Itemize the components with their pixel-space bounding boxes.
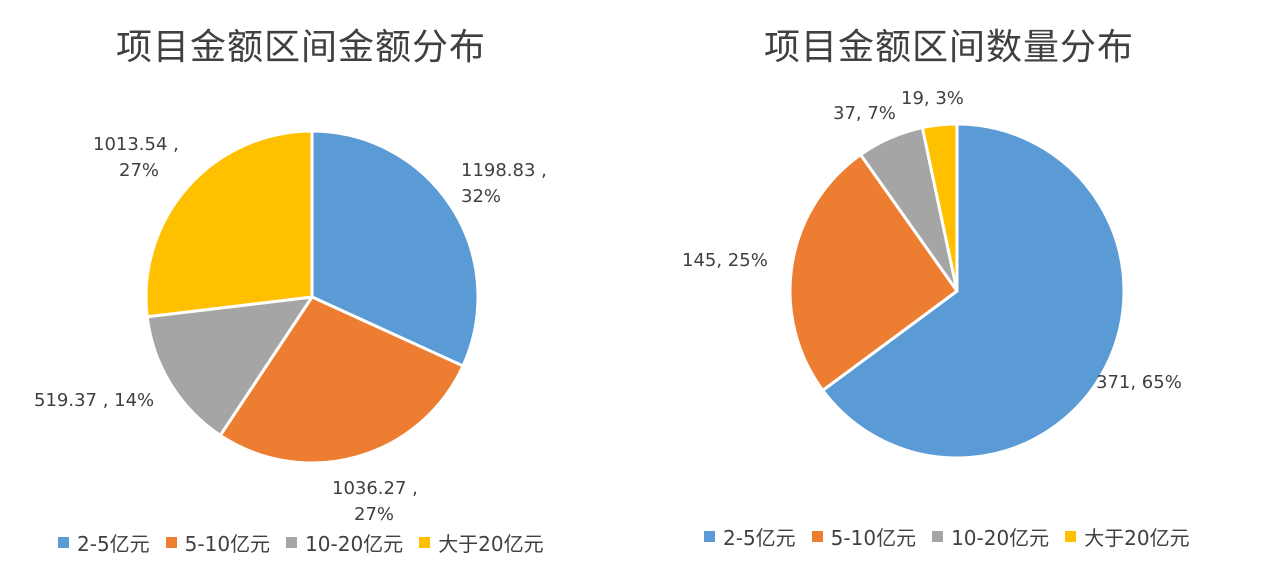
pie-chart-count [788, 122, 1126, 460]
pie-slice-2-5 [310, 129, 480, 368]
pie-slice-10-20 [145, 295, 314, 437]
pie-slice-over-20 [144, 129, 314, 319]
legend-swatch [58, 537, 69, 548]
legend-label: 10-20亿元 [951, 526, 1050, 550]
legend-item: 大于20亿元 [1065, 522, 1190, 551]
legend-label: 大于20亿元 [1084, 526, 1190, 550]
pie-slice-5-10 [788, 153, 959, 392]
legend-swatch [286, 537, 298, 548]
data-label-5-10: 1036.27 , 27% [332, 478, 418, 525]
data-label-over-20: 19, 3% [901, 88, 964, 109]
legend-swatch [1065, 531, 1077, 542]
legend-swatch [932, 531, 944, 542]
pie-slice-5-10 [218, 295, 465, 465]
data-label-2-5: 371, 65% [1096, 372, 1182, 393]
legend-swatch [704, 531, 715, 542]
legend-swatch [165, 537, 177, 548]
data-label-10-20: 519.37 , 14% [34, 390, 155, 411]
legend-label: 10-20亿元 [305, 532, 404, 556]
amount-distribution-chart: 项目金额区间金额分布 1198.83 , 32% 1036.27 , 27% 5… [34, 27, 560, 557]
legend-label: 2-5亿元 [723, 526, 796, 550]
legend-label: 大于20亿元 [438, 532, 544, 556]
legend-item: 10-20亿元 [932, 522, 1049, 551]
chart-title: 项目金额区间金额分布 [115, 27, 486, 68]
chart-title: 项目金额区间数量分布 [763, 27, 1134, 68]
legend-label: 2-5亿元 [77, 532, 150, 556]
legend-item: 10-20亿元 [286, 528, 403, 557]
legend-label: 5-10亿元 [830, 526, 917, 550]
legend-item: 5-10亿元 [165, 528, 271, 557]
pie-slice-over-20 [920, 122, 959, 293]
legend-item: 大于20亿元 [419, 528, 544, 557]
count-distribution-chart: 项目金额区间数量分布 371, 65% 145, 25% 37, 7% 19, … [638, 0, 1276, 570]
data-label-5-10: 145, 25% [682, 250, 768, 271]
legend: 2-5亿元 5-10亿元 10-20亿元 大于20亿元 [704, 522, 1206, 551]
pie-chart-amount [144, 129, 480, 465]
legend-swatch [419, 537, 431, 548]
legend-label: 5-10亿元 [184, 532, 271, 556]
legend-item: 2-5亿元 [704, 522, 796, 551]
legend-swatch [811, 531, 823, 542]
legend: 2-5亿元 5-10亿元 10-20亿元 大于20亿元 [58, 528, 560, 557]
data-label-2-5: 1198.83 , 32% [461, 160, 547, 207]
legend-item: 5-10亿元 [811, 522, 917, 551]
data-label-10-20: 37, 7% [833, 103, 896, 124]
pie-slice-2-5 [821, 122, 1126, 460]
data-label-over-20: 1013.54 , 27% [93, 134, 179, 181]
legend-item: 2-5亿元 [58, 528, 150, 557]
